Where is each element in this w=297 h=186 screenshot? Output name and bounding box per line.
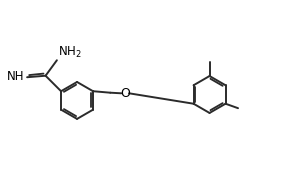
Text: NH: NH — [7, 70, 25, 83]
Text: O: O — [120, 87, 130, 100]
Text: NH$_2$: NH$_2$ — [59, 45, 82, 60]
